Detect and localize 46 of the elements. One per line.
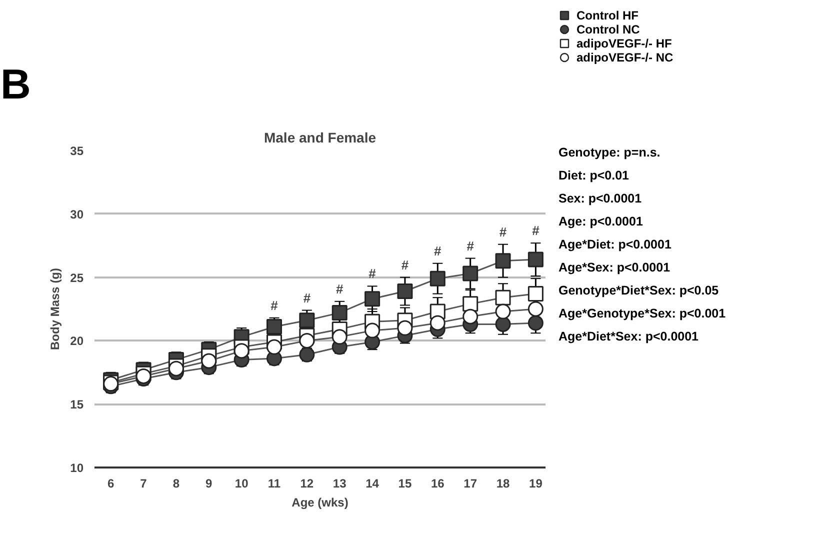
x-tick-label: 12	[300, 476, 314, 490]
y-axis-title: Body Mass (g)	[48, 268, 62, 350]
legend-label: Control HF	[576, 8, 638, 22]
annotation: #	[532, 223, 540, 238]
text: Genotype: p=n.s.	[558, 146, 660, 160]
text: Age*Diet*Sex: p<0.0001	[558, 330, 699, 344]
annotation: #	[368, 266, 377, 282]
x-tick-label: 17	[464, 476, 478, 490]
y-tick-label: 10	[70, 461, 84, 475]
legend-label: Control NC	[576, 22, 640, 36]
x-tick-label: 9	[206, 476, 213, 490]
text: Sex: p<0.0001	[558, 192, 642, 206]
annotation: #	[270, 298, 279, 313]
x-tick-label: 13	[332, 476, 347, 490]
text: B	[0, 60, 31, 108]
x-tick-label: 11	[268, 476, 281, 490]
y-tick-label: 20	[70, 334, 84, 348]
chart-title: Male and Female	[264, 130, 376, 146]
legend-label: adipoVEGF-/- HF	[576, 36, 672, 50]
annotation: #	[401, 257, 410, 272]
text: Age*Genotype*Sex: p<0.001	[558, 306, 726, 320]
annotation: #	[303, 290, 312, 306]
text: Age: p<0.0001	[558, 214, 643, 228]
x-tick-label: 15	[398, 476, 412, 490]
x-axis-title: Age (wks)	[292, 496, 348, 510]
x-tick-label: 18	[496, 476, 510, 490]
x-tick-label: 10	[234, 476, 249, 490]
x-tick-label: 6	[108, 476, 115, 490]
y-tick-label: 35	[70, 144, 84, 158]
annotation: #	[434, 243, 442, 258]
text: Genotype*Diet*Sex: p<0.05	[558, 284, 719, 298]
x-tick-label: 16	[430, 476, 445, 490]
legend-label: adipoVEGF-/- NC	[576, 50, 674, 64]
x-tick-label: 8	[172, 476, 180, 490]
annotation: #	[499, 224, 508, 240]
x-tick-label: 19	[529, 476, 543, 490]
x-tick-label: 14	[366, 476, 380, 490]
text: Diet: p<0.01	[558, 168, 630, 182]
y-tick-label: 30	[70, 207, 84, 222]
text: Age*Sex: p<0.0001	[558, 260, 670, 274]
annotation: #	[336, 281, 344, 296]
y-tick-label: 15	[70, 398, 84, 412]
x-tick-label: 7	[140, 476, 148, 490]
y-tick-label: 25	[70, 270, 84, 285]
text: Age*Diet: p<0.0001	[558, 238, 672, 252]
annotation: #	[466, 238, 475, 254]
